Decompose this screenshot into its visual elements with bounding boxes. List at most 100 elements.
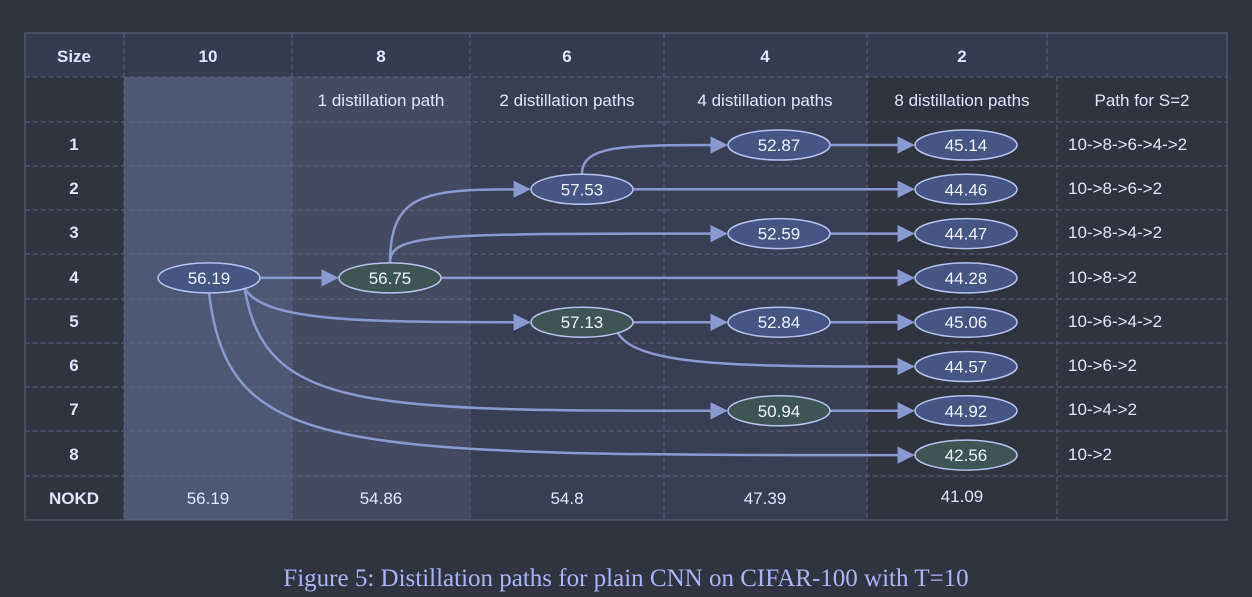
node-ellipse xyxy=(914,439,1018,471)
path-row-1: 10->8->6->4->2 xyxy=(1068,135,1187,154)
path-row-6: 10->6->2 xyxy=(1068,356,1137,375)
nokd-value-6: 54.8 xyxy=(550,489,583,508)
subheader-col-2: 8 distillation paths xyxy=(894,91,1029,110)
path-row-4: 10->8->2 xyxy=(1068,268,1137,287)
node-value: 52.84 xyxy=(758,313,801,332)
row-label-nokd: NOKD xyxy=(49,489,99,508)
node-value: 45.14 xyxy=(945,136,988,155)
node-n4c: 52.84 xyxy=(727,306,831,338)
node-n4d: 50.94 xyxy=(727,395,831,427)
node-n2e: 45.06 xyxy=(914,306,1018,338)
node-value: 52.87 xyxy=(758,136,801,155)
edge-n6b-to-n2f xyxy=(616,332,915,376)
row-label-6: 6 xyxy=(69,356,78,375)
distillation-nodes: 56.19 56.75 57.53 57.13 52.87 52.59 52.84 50.94… xyxy=(157,129,1018,471)
node-ellipse xyxy=(530,173,634,206)
header-col-8: 8 xyxy=(376,47,385,66)
node-ellipse xyxy=(914,262,1018,294)
header-row: Size 10 8 6 4 2 xyxy=(57,47,967,66)
node-value: 52.59 xyxy=(758,225,801,244)
header-col-6: 6 xyxy=(562,47,571,66)
node-value: 50.94 xyxy=(758,402,801,421)
node-n8: 56.75 xyxy=(338,262,442,294)
node-ellipse xyxy=(530,306,634,338)
nokd-row: 56.19 54.86 54.8 47.39 41.09 xyxy=(187,487,984,508)
path-row-7: 10->4->2 xyxy=(1068,400,1137,419)
node-value: 44.28 xyxy=(945,269,988,288)
subheader-col-8: 1 distillation path xyxy=(318,91,445,110)
node-n2c: 44.47 xyxy=(914,217,1018,250)
node-ellipse xyxy=(727,395,831,427)
node-value: 44.47 xyxy=(945,225,988,244)
header-col-4: 4 xyxy=(760,47,770,66)
node-n2f: 44.57 xyxy=(914,350,1018,383)
node-n6a: 57.53 xyxy=(530,173,634,206)
header-col-10: 10 xyxy=(199,47,218,66)
node-n4a: 52.87 xyxy=(727,129,831,161)
node-ellipse xyxy=(914,173,1018,206)
row-label-2: 2 xyxy=(69,179,78,198)
node-value: 56.75 xyxy=(369,269,412,288)
row-labels: 1 2 3 4 5 6 7 8 NOKD xyxy=(49,135,99,508)
edge-n8-to-n4b xyxy=(388,224,728,263)
node-ellipse xyxy=(914,350,1018,383)
edge-n6a-to-n4a xyxy=(580,136,728,175)
node-n6b: 57.13 xyxy=(530,306,634,338)
node-ellipse xyxy=(914,395,1018,427)
nokd-value-10: 56.19 xyxy=(187,489,230,508)
row-label-7: 7 xyxy=(69,400,78,419)
node-n2b: 44.46 xyxy=(914,173,1018,206)
edge-n8-to-n6a xyxy=(388,180,531,263)
subheader-row: 1 distillation path 2 distillation paths… xyxy=(318,91,1190,110)
path-row-3: 10->8->4->2 xyxy=(1068,223,1162,242)
figure-caption: Figure 5: Distillation paths for plain C… xyxy=(283,565,968,592)
node-ellipse xyxy=(727,306,831,338)
node-ellipse xyxy=(727,129,831,161)
node-value: 57.13 xyxy=(561,313,604,332)
node-ellipse xyxy=(914,217,1018,250)
node-n10: 56.19 xyxy=(157,262,261,294)
node-value: 44.46 xyxy=(945,180,988,199)
column-6-band xyxy=(470,77,664,520)
edge-n10-to-n4d xyxy=(243,288,728,420)
subheader-col-6: 2 distillation paths xyxy=(499,91,634,110)
node-value: 44.92 xyxy=(945,402,988,421)
node-ellipse xyxy=(338,262,442,294)
nokd-value-2: 41.09 xyxy=(941,487,984,506)
subheader-col-4: 4 distillation paths xyxy=(697,91,832,110)
node-n2g: 44.92 xyxy=(914,395,1018,427)
node-ellipse xyxy=(727,217,831,250)
header-row-band xyxy=(25,33,1227,77)
edge-n10-to-n6b xyxy=(243,287,531,331)
path-row-2: 10->8->6->2 xyxy=(1068,179,1162,198)
path-row-8: 10->2 xyxy=(1068,445,1112,464)
subheader-col-path: Path for S=2 xyxy=(1095,91,1190,110)
distillation-edges xyxy=(207,136,915,464)
node-n2d: 44.28 xyxy=(914,262,1018,294)
row-label-3: 3 xyxy=(69,223,78,242)
header-corner: Size xyxy=(57,47,91,66)
node-value: 56.19 xyxy=(188,269,231,288)
node-value: 42.56 xyxy=(945,446,988,465)
node-value: 45.06 xyxy=(945,313,988,332)
node-n2a: 45.14 xyxy=(914,129,1018,161)
row-label-4: 4 xyxy=(69,268,79,287)
node-ellipse xyxy=(914,129,1018,161)
node-value: 44.57 xyxy=(945,358,988,377)
edge-n10-to-n2h xyxy=(207,292,915,464)
node-n2h: 42.56 xyxy=(914,439,1018,471)
node-value: 57.53 xyxy=(561,180,604,199)
row-label-1: 1 xyxy=(69,135,78,154)
path-row-5: 10->6->4->2 xyxy=(1068,312,1162,331)
row-label-8: 8 xyxy=(69,445,78,464)
nokd-value-8: 54.86 xyxy=(360,489,403,508)
nokd-value-4: 47.39 xyxy=(744,489,787,508)
node-ellipse xyxy=(157,262,261,294)
header-col-2: 2 xyxy=(957,47,966,66)
column-10-band xyxy=(124,77,292,520)
path-strings: 10->8->6->4->2 10->8->6->2 10->8->4->2 1… xyxy=(1068,135,1187,464)
node-ellipse xyxy=(914,306,1018,338)
row-label-5: 5 xyxy=(69,312,78,331)
node-n4b: 52.59 xyxy=(727,217,831,250)
